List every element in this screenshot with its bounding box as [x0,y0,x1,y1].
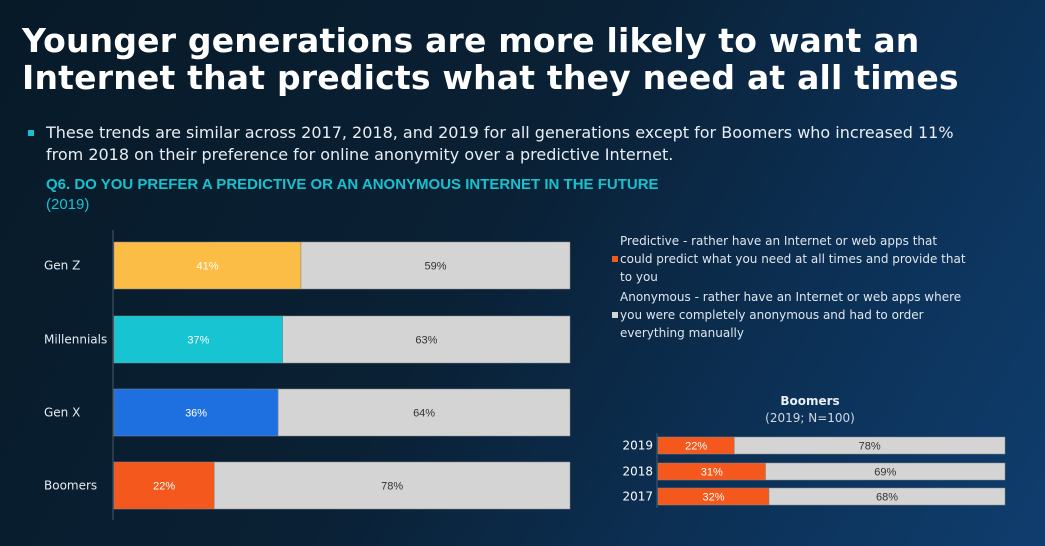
bar-anonymous-2018 [765,462,1006,481]
data-label: 78% [859,441,881,453]
data-label: 41% [196,261,218,273]
category-label: Gen Z [44,259,80,273]
boomers-chart-title: Boomers [780,394,840,408]
legend-anonymous: Anonymous - rather have an Internet or w… [612,288,970,342]
bullet-point: These trends are similar across 2017, 20… [28,122,988,166]
legend-label: Predictive - rather have an Internet or … [620,234,966,284]
bar-predictive-gen-z [113,241,302,290]
bar-predictive-millennials [113,315,283,364]
boomers-chart-subtitle: (2019; N=100) [765,411,855,425]
data-label: 78% [381,481,403,493]
question-year: (2019) [46,196,90,213]
bar-anonymous-boomers [214,461,571,510]
page-title: Younger generations are more likely to w… [22,21,959,97]
data-label: 31% [701,467,723,479]
category-label: Gen X [44,406,80,420]
data-label: 63% [415,335,437,347]
question-title: Q6. DO YOU PREFER A PREDICTIVE OR AN ANO… [46,176,659,193]
legend-swatch-predictive [612,256,618,262]
bar-anonymous-millennials [282,315,571,364]
data-label: 32% [703,492,725,504]
data-label: 22% [153,481,175,493]
data-label: 59% [424,261,446,273]
legend-label: Anonymous - rather have an Internet or w… [620,290,962,340]
bar-anonymous-2019 [734,436,1006,455]
category-label: Millennials [44,333,107,347]
data-label: 37% [187,335,209,347]
category-label: Boomers [44,479,97,493]
category-label: 2019 [622,439,653,453]
legend-swatch-anonymous [612,312,618,318]
legend-predictive: Predictive - rather have an Internet or … [612,232,970,286]
data-label: 36% [185,408,207,420]
category-label: 2017 [622,490,653,504]
data-label: 22% [685,441,707,453]
bar-anonymous-2017 [768,487,1006,506]
data-label: 69% [874,467,896,479]
bullet-icon [28,130,34,136]
data-label: 68% [876,492,898,504]
bullet-text: These trends are similar across 2017, 20… [46,123,954,164]
bar-predictive-gen-x [113,388,279,437]
bar-predictive-boomers [113,461,215,510]
category-label: 2018 [622,465,653,479]
bar-anonymous-gen-z [300,241,571,290]
data-label: 64% [413,408,435,420]
bar-anonymous-gen-x [277,388,571,437]
